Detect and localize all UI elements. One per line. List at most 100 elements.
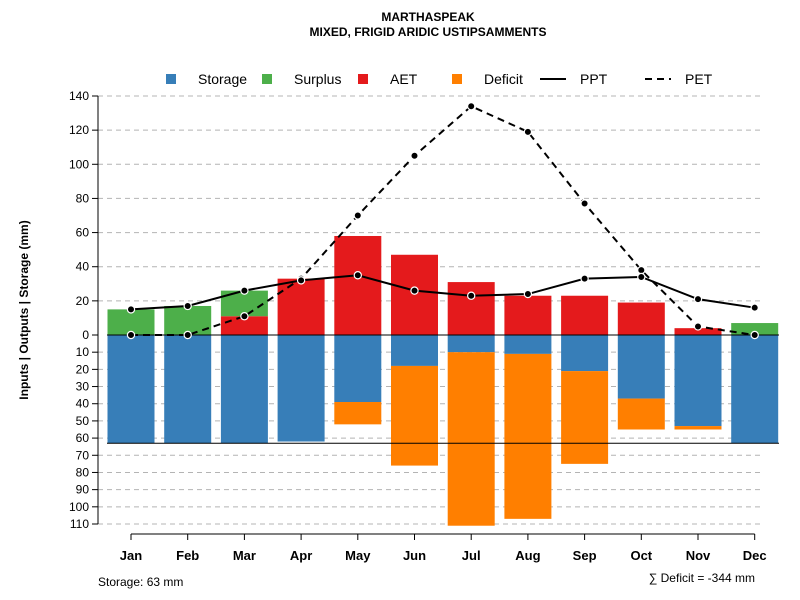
aet-bar <box>447 282 495 335</box>
pet-point <box>467 102 476 111</box>
y-tick-label: 80 <box>76 191 90 205</box>
y-tick-label: 20 <box>76 294 90 308</box>
aet-bar <box>220 316 268 335</box>
storage-bar <box>391 335 438 366</box>
surplus-bar <box>107 309 155 335</box>
aet-bar <box>561 295 609 335</box>
y-tick-label: 140 <box>69 89 89 103</box>
bars <box>107 235 779 526</box>
ppt-point <box>240 286 249 295</box>
storage-bar <box>277 335 325 442</box>
pet-point <box>580 199 589 208</box>
storage-legend-label: Storage <box>198 71 247 87</box>
x-tick-label: Feb <box>176 548 199 563</box>
y-tick-label: 110 <box>70 517 89 531</box>
deficit-legend-label: Deficit <box>484 71 523 87</box>
storage-bar <box>334 335 382 403</box>
ppt-point <box>296 276 306 285</box>
y-tick-label: 70 <box>76 448 90 462</box>
y-tick-label: 80 <box>76 465 90 479</box>
axes: 0 20 40 60 80 100 120 140 10 20 30 40 50 60 70 80 90 100 1… <box>69 89 767 563</box>
x-tick-label: Mar <box>233 548 256 563</box>
ppt-point <box>467 291 476 300</box>
ppt-point <box>580 274 589 283</box>
deficit-footnote: ∑ Deficit = -344 mm <box>649 571 755 585</box>
ppt-legend-label: PPT <box>580 71 608 87</box>
y-tick-label: 40 <box>76 260 90 274</box>
legend: Storage Surplus AET Deficit PPT PET <box>166 71 713 87</box>
y-tick-label: 100 <box>69 500 89 514</box>
y-tick-label: 30 <box>76 380 90 394</box>
pet-point <box>637 265 646 275</box>
storage-bar <box>220 335 268 444</box>
y-tick-label: 90 <box>76 483 90 497</box>
surplus-bar <box>731 323 779 335</box>
x-tick-label: May <box>345 548 371 563</box>
y-tick-label: 60 <box>76 226 90 240</box>
storage-bar <box>617 335 665 399</box>
x-tick-label: Nov <box>686 548 711 563</box>
storage-bar <box>504 335 552 354</box>
pet-point <box>523 127 533 137</box>
deficit-bar <box>334 402 382 425</box>
x-tick-label: Jul <box>462 548 481 563</box>
ppt-point <box>693 294 703 304</box>
y-tick-label: 60 <box>76 431 90 445</box>
aet-bar <box>674 328 722 335</box>
ppt-point <box>523 289 533 299</box>
ppt-point <box>126 305 136 314</box>
aet-bar <box>391 254 438 335</box>
pet-legend-label: PET <box>685 71 713 87</box>
y-tick-label: 10 <box>76 345 90 359</box>
x-tick-label: Jun <box>403 548 426 563</box>
pet-point <box>240 312 249 321</box>
chart-title: MARTHASPEAK <box>381 10 475 24</box>
ppt-point <box>750 303 759 312</box>
y-tick-label: 20 <box>76 362 90 376</box>
ppt-line <box>130 274 755 311</box>
aet-bar <box>277 278 325 335</box>
storage-bar <box>164 335 212 444</box>
ppt-point <box>183 301 192 311</box>
storage-bar <box>731 335 779 444</box>
deficit-bar <box>447 352 495 526</box>
storage-bar <box>107 335 155 444</box>
y-tick-label: 40 <box>76 397 90 411</box>
aet-bar <box>504 295 552 335</box>
storage-bar <box>674 335 722 427</box>
y-tick-label: 0 <box>82 328 89 342</box>
pet-point <box>750 330 759 340</box>
lines <box>107 102 779 444</box>
y-axis-label: Inputs | Outputs | Storage (mm) <box>17 220 31 399</box>
ppt-point <box>353 271 362 280</box>
aet-bar <box>334 235 382 335</box>
chart-subtitle: MIXED, FRIGID ARIDIC USTIPSAMMENTS <box>310 25 547 39</box>
storage-bar <box>561 335 609 372</box>
gridlines <box>98 95 760 525</box>
aet-bar <box>617 302 665 335</box>
surplus-legend-swatch <box>262 74 272 84</box>
storage-footnote: Storage: 63 mm <box>98 575 183 589</box>
storage-legend-swatch <box>166 74 176 84</box>
y-tick-label: 100 <box>69 157 89 171</box>
deficit-bar <box>674 426 722 430</box>
pet-point <box>353 211 362 220</box>
y-tick-label: 50 <box>76 414 90 428</box>
deficit-bar <box>391 365 438 466</box>
aet-legend-label: AET <box>390 71 418 87</box>
ppt-point <box>637 272 646 282</box>
surplus-bar <box>164 305 212 335</box>
deficit-legend-swatch <box>452 74 462 84</box>
x-tick-label: Apr <box>290 548 312 563</box>
y-tick-label: 120 <box>69 123 89 137</box>
storage-bar <box>447 335 495 353</box>
aet-legend-swatch <box>358 74 368 84</box>
pet-point <box>126 330 136 340</box>
x-tick-label: Sep <box>573 548 597 563</box>
pet-point <box>693 322 703 331</box>
pet-point <box>183 330 192 340</box>
x-tick-label: Aug <box>515 548 540 563</box>
pet-line <box>131 105 755 336</box>
surplus-legend-label: Surplus <box>294 71 341 87</box>
